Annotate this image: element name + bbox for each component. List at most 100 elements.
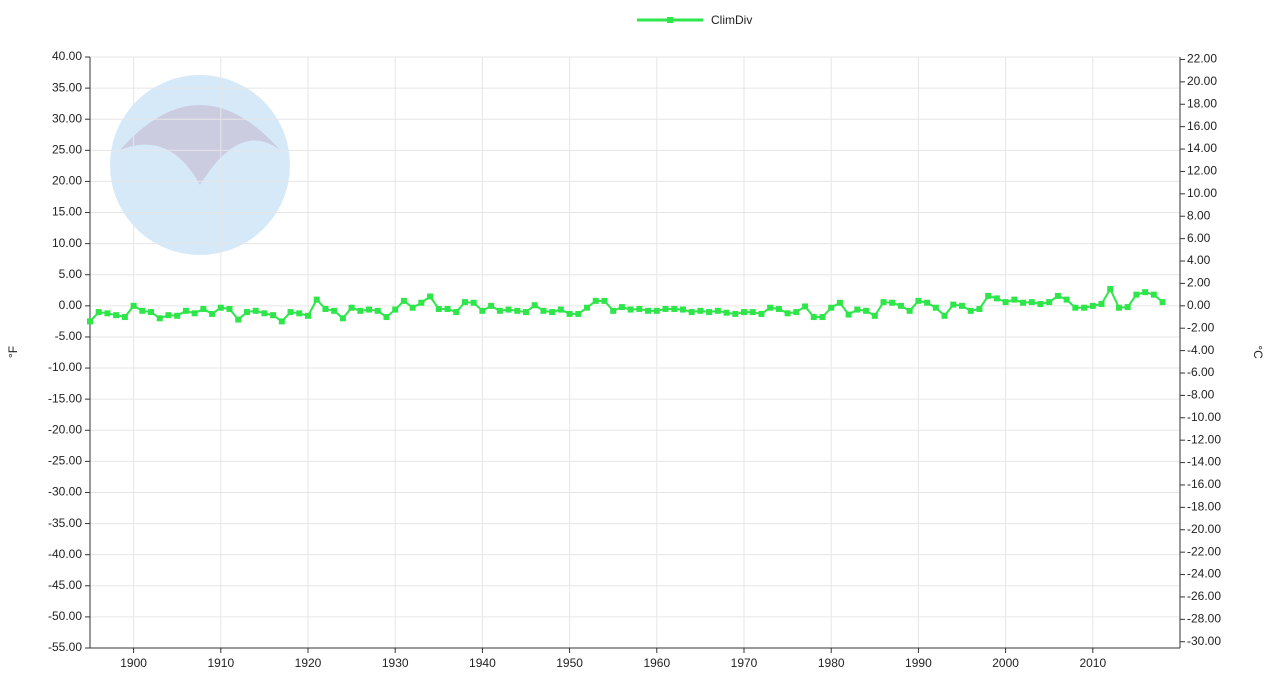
y2-tick-label: -8.00 [1187, 388, 1215, 402]
y-tick-label: 20.00 [52, 174, 82, 188]
data-point [278, 318, 285, 325]
data-point [339, 315, 346, 322]
data-point [662, 305, 669, 312]
data-point [479, 307, 486, 314]
data-point [767, 304, 774, 311]
legend-label: ClimDiv [711, 13, 752, 27]
data-point [741, 309, 747, 316]
data-point [906, 307, 913, 314]
data-point [139, 307, 146, 314]
y2-tick-label: 4.00 [1187, 253, 1211, 267]
data-point [1115, 304, 1122, 311]
data-point [461, 299, 468, 306]
data-point [845, 311, 852, 318]
data-point [287, 309, 294, 316]
data-point [1020, 299, 1027, 306]
data-point [1133, 291, 1140, 298]
data-point [252, 307, 259, 314]
y-tick-label: 5.00 [59, 267, 83, 281]
data-point [165, 312, 172, 319]
data-point [121, 314, 128, 321]
y-tick-label: -55.00 [48, 640, 82, 654]
y-tick-label: -15.00 [48, 391, 82, 405]
data-point [915, 297, 922, 304]
data-point [854, 306, 861, 313]
x-tick-label: 1980 [818, 656, 845, 670]
y-tick-label: -5.00 [55, 329, 83, 343]
y2-tick-label: 22.00 [1187, 52, 1217, 66]
data-point [732, 310, 739, 317]
data-point [1124, 304, 1131, 311]
data-point [523, 309, 529, 316]
data-point [182, 307, 189, 314]
data-point [1072, 304, 1079, 311]
y2-tick-label: -6.00 [1187, 365, 1215, 379]
data-point [810, 314, 817, 321]
data-point [296, 310, 303, 317]
data-point [993, 295, 1000, 302]
legend-marker [667, 17, 673, 23]
y2-tick-label: -24.00 [1187, 567, 1221, 581]
data-point [1150, 291, 1157, 298]
data-point [383, 314, 390, 321]
data-point [270, 312, 277, 319]
data-point [601, 297, 608, 304]
data-point [688, 309, 695, 316]
y2-tick-label: -2.00 [1187, 320, 1215, 334]
x-tick-label: 1950 [556, 656, 583, 670]
data-point [880, 299, 887, 306]
data-point [618, 304, 625, 311]
y-tick-label: -35.00 [48, 516, 82, 530]
data-point [706, 309, 713, 316]
data-point [959, 302, 965, 309]
data-point [976, 305, 983, 312]
data-point [549, 309, 556, 316]
data-point [243, 309, 250, 316]
data-point [863, 307, 870, 314]
y2-tick-label: 6.00 [1187, 231, 1211, 245]
data-point [156, 315, 163, 322]
x-tick-label: 1940 [469, 656, 496, 670]
data-point [1002, 299, 1009, 306]
data-point [217, 304, 224, 311]
data-point [87, 318, 93, 325]
data-point [679, 306, 686, 313]
data-point [1054, 292, 1061, 299]
data-point [1037, 300, 1044, 307]
data-point [1142, 289, 1149, 296]
y2-tick-label: -18.00 [1187, 500, 1221, 514]
y-tick-label: 10.00 [52, 236, 82, 250]
y2-tick-label: 16.00 [1187, 119, 1217, 133]
y-tick-label: -40.00 [48, 547, 82, 561]
data-point [758, 310, 765, 317]
x-tick-label: 1900 [120, 656, 147, 670]
data-point [95, 309, 102, 316]
data-point [1159, 299, 1166, 306]
data-point [645, 307, 652, 314]
data-line [89, 286, 1164, 323]
x-tick-label: 1930 [382, 656, 409, 670]
data-point [357, 307, 364, 314]
y-tick-label: 40.00 [52, 49, 82, 63]
data-point [148, 309, 155, 316]
data-point [348, 304, 355, 311]
data-point [871, 312, 878, 319]
data-point [828, 304, 835, 311]
data-point [941, 312, 948, 319]
data-point [470, 299, 477, 306]
data-point [889, 299, 896, 306]
y-tick-label: 15.00 [52, 205, 82, 219]
data-point [897, 302, 904, 309]
data-point [924, 299, 931, 306]
y-tick-label: 30.00 [52, 111, 82, 125]
data-point [671, 305, 678, 312]
data-point [714, 307, 721, 314]
data-point [723, 309, 730, 316]
data-point [392, 306, 399, 313]
data-point [435, 305, 442, 312]
data-point [514, 307, 521, 314]
data-point [653, 307, 660, 314]
y2-tick-label: -16.00 [1187, 477, 1221, 491]
y2-tick-label: -4.00 [1187, 343, 1215, 357]
